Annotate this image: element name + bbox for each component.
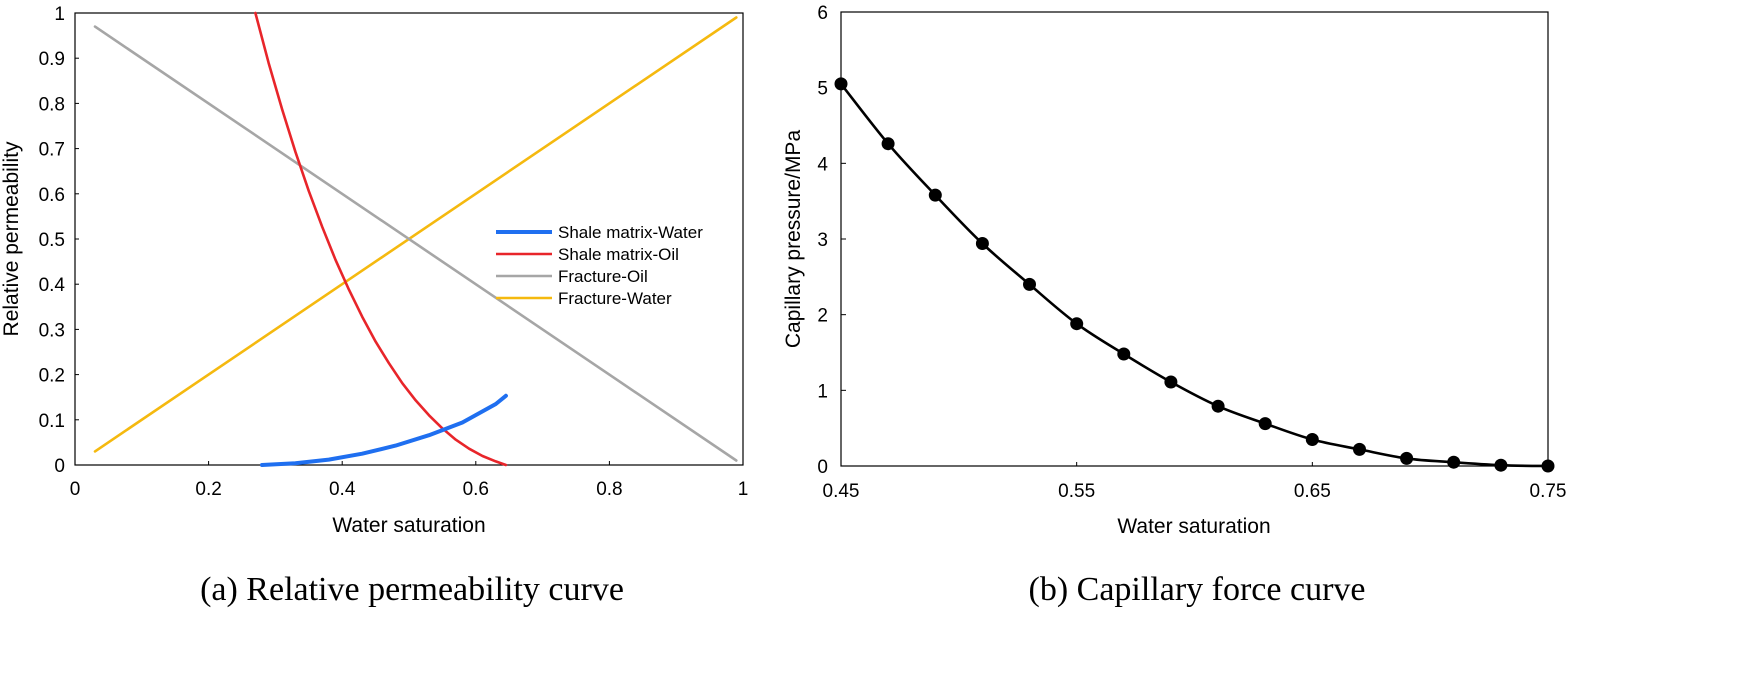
y-tick-label: 0.1	[39, 411, 65, 432]
y-tick-label: 1	[54, 4, 65, 25]
data-point	[1494, 458, 1508, 472]
series-line-capillary-pressure	[839, 83, 1549, 468]
legend-label: Shale matrix-Oil	[558, 245, 679, 264]
x-tick-label: 0.45	[823, 481, 860, 502]
y-tick-label: 0.2	[39, 366, 65, 387]
y-ticks: 0 1 2 3 4 5 6	[817, 3, 846, 478]
legend-label: Fracture-Oil	[558, 267, 648, 286]
data-point	[975, 237, 989, 250]
x-tick-label: 0.2	[195, 479, 221, 500]
x-ticks: 0.45 0.55 0.65 0.75	[823, 462, 1567, 502]
data-point	[1400, 451, 1414, 465]
y-tick-label: 0.5	[39, 230, 65, 251]
y-tick-label: 6	[817, 3, 828, 24]
data-point	[1117, 347, 1131, 361]
y-tick-label: 0.6	[39, 185, 65, 206]
data-point	[1305, 433, 1319, 446]
x-tick-label: 1	[738, 479, 749, 500]
data-point	[928, 188, 942, 202]
series-line-fracture-water	[93, 16, 738, 453]
y-tick-label: 2	[817, 306, 828, 327]
y-tick-label: 0.8	[39, 94, 65, 115]
series-line-shale-matrix-oil	[254, 11, 508, 467]
data-point	[1541, 459, 1555, 473]
data-point	[881, 137, 895, 151]
data-point	[1070, 317, 1084, 331]
y-tick-label: 0	[817, 457, 828, 478]
data-point	[1447, 455, 1461, 469]
y-axis-label: Capillary pressure/MPa	[782, 130, 805, 349]
capillary-pressure-chart: 0.45 0.55 0.65 0.75 0 1 2 3 4 5 6 Water saturatio…	[782, 3, 1566, 608]
y-tick-label: 5	[817, 79, 828, 100]
data-point	[1353, 442, 1366, 456]
caption-a: (a) Relative permeability curve	[200, 571, 624, 608]
y-axis-label: Relative permeability	[0, 141, 23, 336]
data-point	[1211, 399, 1225, 413]
x-tick-label: 0.6	[463, 479, 489, 500]
legend-label: Fracture-Water	[558, 289, 672, 308]
series-lines	[93, 11, 738, 467]
x-axis-label: Water saturation	[1117, 515, 1270, 538]
caption-b: (b) Capillary force curve	[1029, 571, 1366, 608]
series-line-shale-matrix-water	[260, 393, 508, 467]
x-axis-label: Water saturation	[332, 514, 485, 537]
x-tick-label: 0.55	[1058, 481, 1095, 502]
y-ticks: 0 0.1 0.2 0.3 0.4 0.5 0.6 0.7 0.8 0.9 1	[39, 4, 79, 477]
legend-label: Shale matrix-Water	[558, 223, 703, 242]
y-tick-label: 3	[817, 230, 828, 251]
data-point	[834, 77, 848, 91]
x-tick-label: 0.65	[1294, 481, 1331, 502]
series-line-fracture-oil	[93, 25, 738, 462]
relative-permeability-chart: 0 0.2 0.4 0.6 0.8 1 0 0.1 0.2 0.3 0.4 0.5 0.6 0.7 0.8…	[0, 4, 748, 608]
x-tick-label: 0.75	[1530, 481, 1567, 502]
y-tick-label: 0.7	[39, 140, 65, 161]
x-ticks: 0 0.2 0.4 0.6 0.8 1	[70, 461, 749, 500]
y-tick-label: 0.3	[39, 320, 65, 341]
data-point	[1023, 277, 1036, 291]
x-tick-label: 0.8	[596, 479, 622, 500]
y-tick-label: 1	[817, 381, 828, 402]
y-tick-label: 0.9	[39, 49, 65, 70]
series-lines	[834, 77, 1555, 473]
data-point	[1164, 375, 1178, 389]
legend: Shale matrix-Water Shale matrix-Oil Fractu…	[496, 223, 703, 308]
data-point	[1258, 417, 1272, 431]
plot-area-frame	[840, 11, 1549, 467]
x-tick-label: 0.4	[329, 479, 356, 500]
y-tick-label: 4	[817, 154, 828, 175]
y-tick-label: 0	[54, 456, 65, 477]
y-tick-label: 0.4	[39, 275, 66, 296]
x-tick-label: 0	[70, 479, 81, 500]
